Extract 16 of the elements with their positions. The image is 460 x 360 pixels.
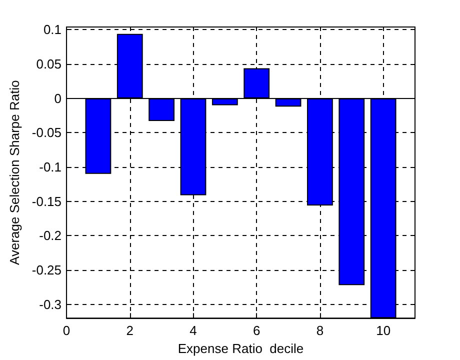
y-tick-label: -0.05 (32, 125, 62, 140)
y-tick-label: 0 (54, 90, 62, 106)
y-tick-label: 0.1 (43, 22, 62, 38)
x-tick-label: 10 (376, 323, 391, 338)
y-tick-label: -0.25 (32, 262, 62, 278)
y-tick-label: 0.05 (36, 56, 62, 72)
x-tick-label: 8 (316, 323, 324, 338)
x-tick-label: 6 (252, 323, 260, 338)
x-tick-label: 4 (190, 323, 197, 338)
y-axis-title: Average Selection Sharpe Ratio (7, 80, 22, 265)
y-tick-label: -0.2 (39, 228, 62, 244)
y-tick-label: -0.15 (32, 194, 62, 209)
x-tick-label: 2 (126, 323, 134, 338)
y-tick-label: -0.1 (39, 160, 62, 175)
y-tick-label: -0.3 (39, 296, 62, 312)
x-axis-title: Expense Ratio decile (178, 341, 304, 356)
